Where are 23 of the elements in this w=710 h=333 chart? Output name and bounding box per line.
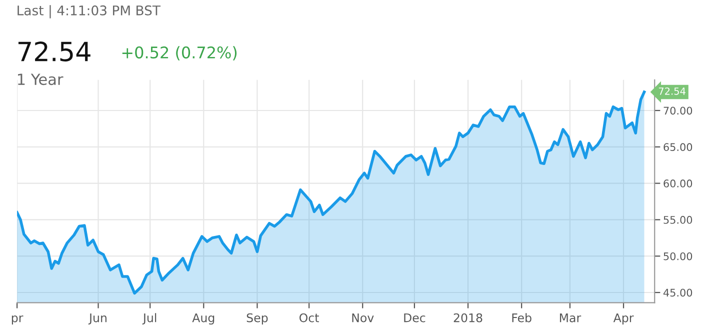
- text: +0.52 (0.72%): [122, 46, 237, 60]
- x-tick-label: Sep: [246, 313, 268, 325]
- y-tick-label: 55.00: [664, 216, 692, 224]
- x-tick-label: Oct: [300, 313, 319, 322]
- y-tick-label: 45.00: [663, 288, 692, 297]
- x-tick-label: pr: [12, 315, 24, 325]
- x-tick-label: Jul: [142, 313, 156, 324]
- text: Last | 4:11:03 PM BST: [18, 5, 161, 18]
- x-tick-label: 2018: [454, 313, 482, 322]
- x-tick-label: Jun: [88, 313, 106, 324]
- x-tick-label: Mar: [560, 313, 582, 322]
- y-tick-label: 70.00: [664, 106, 692, 115]
- chart-title: 72.54: [18, 42, 90, 62]
- x-tick-label: Apr: [613, 313, 634, 325]
- x-tick-label: Feb: [512, 313, 532, 322]
- annotation: 1 Year: [18, 74, 64, 86]
- y-tick-label: 50.00: [664, 252, 692, 260]
- x-tick-label: Aug: [192, 313, 214, 325]
- x-tick-label: Dec: [404, 313, 426, 322]
- annotation: 72.54: [658, 87, 686, 95]
- y-tick-label: 60.00: [664, 180, 692, 188]
- x-tick-label: Nov: [352, 313, 374, 322]
- y-tick-label: 65.00: [664, 143, 692, 152]
